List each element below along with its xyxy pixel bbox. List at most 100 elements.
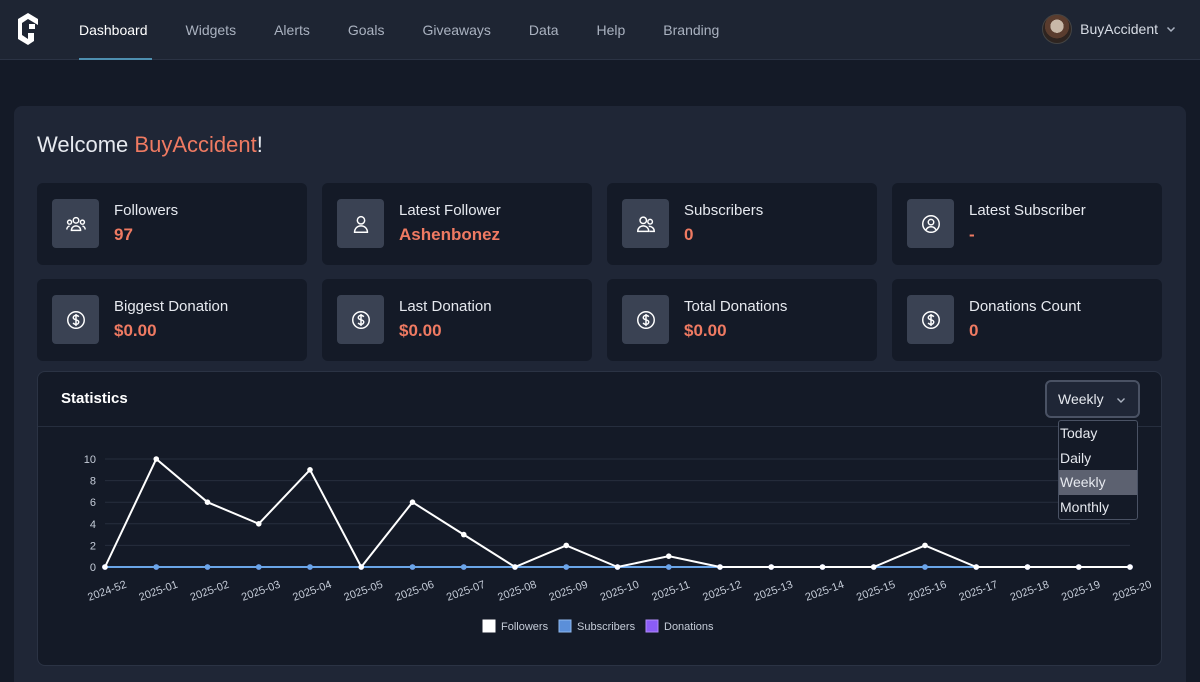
data-point-subscribers	[460, 564, 467, 570]
x-tick-label: 2025-08	[496, 579, 538, 604]
card-followers: Followers 97	[37, 183, 307, 265]
card-label: Donations Count	[969, 298, 1081, 315]
data-point-followers	[307, 467, 313, 473]
card-biggest-donation: Biggest Donation $0.00	[37, 279, 307, 361]
card-label: Total Donations	[684, 298, 788, 315]
dollar-icon	[622, 295, 669, 344]
statistics-header: Statistics Weekly	[38, 372, 1161, 427]
x-tick-label: 2024-52	[86, 579, 128, 604]
data-point-subscribers	[563, 564, 570, 570]
data-point-followers	[255, 521, 262, 527]
data-point-followers	[1127, 564, 1133, 570]
data-point-followers	[973, 564, 980, 570]
nav-item-widgets[interactable]: Widgets	[185, 22, 237, 38]
period-option-today[interactable]: Today	[1060, 425, 1098, 441]
card-value: $0.00	[399, 321, 442, 340]
x-tick-label: 2025-09	[547, 579, 589, 604]
x-tick-label: 2025-17	[957, 579, 999, 604]
user-menu[interactable]: BuyAccident	[1042, 13, 1176, 45]
y-tick-label: 10	[84, 454, 96, 466]
y-tick-label: 8	[90, 476, 96, 488]
data-point-followers	[819, 564, 826, 570]
x-tick-label: 2025-07	[445, 579, 487, 604]
chevron-down-icon	[1117, 398, 1125, 403]
card-label: Followers	[114, 202, 179, 219]
main-nav: Dashboard Widgets Alerts Goals Giveaways…	[60, 0, 738, 60]
card-value: -	[969, 225, 975, 244]
data-point-followers	[922, 542, 928, 549]
nav-item-data[interactable]: Data	[528, 22, 559, 38]
users-icon	[52, 199, 99, 248]
card-value: $0.00	[684, 321, 727, 340]
user-name: BuyAccident	[1080, 21, 1158, 37]
brand-logo-icon[interactable]	[12, 11, 44, 47]
legend-swatch-subscribers	[558, 619, 572, 633]
card-label: Last Donation	[399, 298, 492, 315]
data-point-subscribers	[255, 564, 262, 570]
dashboard-panel: Welcome BuyAccident! Followers 97 Latest…	[14, 106, 1186, 682]
data-point-followers	[102, 564, 108, 570]
welcome-prefix: Welcome	[37, 132, 135, 157]
x-tick-label: 2025-06	[394, 579, 436, 604]
period-option-monthly[interactable]: Monthly	[1060, 498, 1110, 515]
x-tick-label: 2025-13	[752, 579, 794, 604]
data-point-followers	[512, 564, 518, 570]
data-point-subscribers	[409, 564, 416, 570]
dollar-icon	[907, 295, 954, 344]
data-point-followers	[460, 531, 467, 538]
statistics-chart: 0 2 4 6 8 10 2024-52 2025-01 2025-02 2025-03 2025…	[84, 454, 1153, 633]
legend-label-subscribers: Subscribers	[577, 621, 636, 633]
data-point-followers	[409, 499, 416, 505]
data-point-followers	[358, 564, 365, 570]
nav-item-goals[interactable]: Goals	[347, 22, 385, 38]
nav-item-help[interactable]: Help	[596, 22, 626, 38]
period-select[interactable]: Weekly	[1045, 380, 1140, 418]
period-dropdown: Today Daily Weekly Monthly	[1058, 420, 1138, 520]
nav-item-dashboard[interactable]: Dashboard	[60, 0, 167, 60]
data-point-followers	[204, 499, 211, 505]
y-tick-label: 4	[90, 519, 96, 531]
x-tick-label: 2025-05	[342, 579, 384, 604]
nav-item-alerts[interactable]: Alerts	[274, 22, 310, 38]
x-tick-label: 2025-02	[189, 579, 231, 604]
x-tick-label: 2025-14	[804, 579, 846, 604]
card-value: 0	[684, 225, 694, 244]
card-value: 97	[114, 225, 133, 244]
card-label: Latest Follower	[399, 202, 501, 219]
welcome-heading: Welcome BuyAccident!	[37, 132, 263, 158]
card-value: $0.00	[114, 321, 157, 340]
x-tick-label: 2025-16	[906, 579, 948, 604]
card-donations-count: Donations Count 0	[892, 279, 1162, 361]
data-point-subscribers	[204, 564, 211, 570]
data-point-followers	[563, 542, 570, 549]
statistics-title: Statistics	[61, 390, 128, 407]
card-value: 0	[969, 321, 979, 340]
nav-item-branding[interactable]: Branding	[663, 22, 720, 38]
data-point-followers	[665, 553, 672, 559]
nav-item-giveaways[interactable]: Giveaways	[422, 22, 491, 38]
data-point-followers	[1075, 564, 1082, 570]
user-group-icon	[622, 199, 669, 248]
card-total-donations: Total Donations $0.00	[607, 279, 877, 361]
data-point-followers	[153, 456, 160, 462]
x-tick-label: 2025-01	[137, 579, 179, 604]
period-option-weekly[interactable]: Weekly	[1059, 470, 1137, 495]
legend-label-followers: Followers	[501, 621, 549, 633]
user-icon	[337, 199, 384, 248]
card-latest-follower: Latest Follower Ashenbonez	[322, 183, 592, 265]
data-point-followers	[870, 564, 877, 570]
period-selected-value: Weekly	[1058, 391, 1104, 407]
period-option-daily[interactable]: Daily	[1060, 449, 1092, 466]
dollar-icon	[52, 295, 99, 344]
data-point-followers	[1024, 564, 1031, 570]
data-point-followers	[614, 564, 621, 570]
statistics-card: Statistics Weekly 0 2 4 6 8 10 2024-52 2025-01…	[37, 371, 1162, 666]
x-tick-label: 2025-19	[1060, 579, 1102, 604]
data-point-subscribers	[922, 564, 928, 570]
data-point-followers	[768, 564, 775, 570]
card-label: Latest Subscriber	[969, 202, 1086, 219]
x-tick-label: 2025-11	[650, 579, 691, 604]
welcome-user-name: BuyAccident	[134, 132, 257, 157]
welcome-suffix: !	[256, 132, 263, 157]
x-tick-label: 2025-10	[599, 579, 641, 604]
